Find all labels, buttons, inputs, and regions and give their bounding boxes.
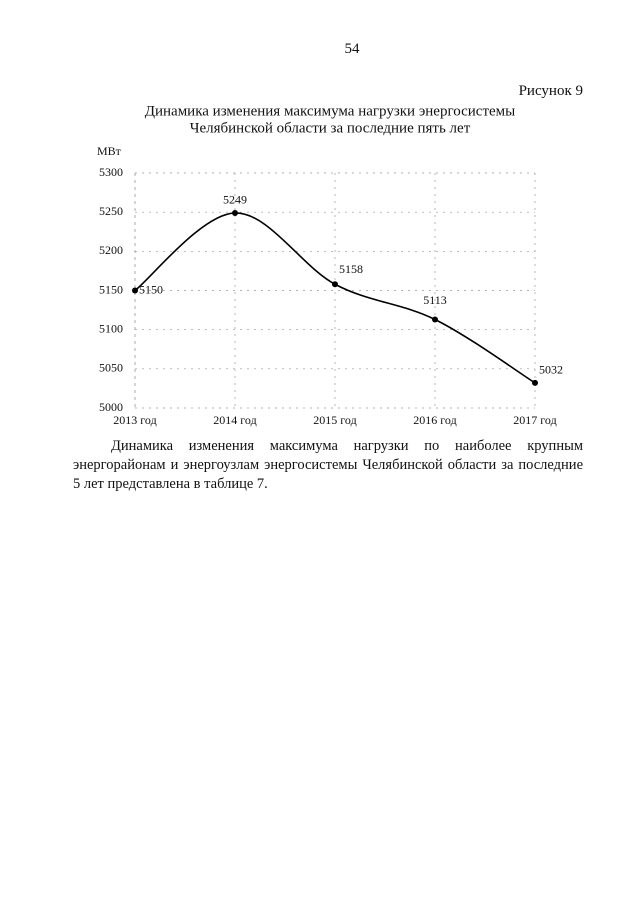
data-label: 5113 (423, 293, 447, 307)
point (132, 287, 138, 294)
point (332, 281, 338, 288)
x-tick-label: 2015 год (313, 413, 356, 427)
y-tick-label: 5150 (99, 282, 123, 296)
y-tick-label: 5300 (99, 165, 123, 179)
point (432, 316, 438, 323)
chart-title: Челябинской области за последние пять ле… (190, 120, 471, 136)
y-tick-label: 5000 (99, 400, 123, 414)
paragraph: Динамика изменения максимума нагрузки по… (73, 438, 583, 492)
y-axis-label: МВт (97, 144, 122, 158)
x-tick-label: 2017 год (513, 413, 556, 427)
x-tick-label: 2014 год (213, 413, 256, 427)
figure-label: Рисунок 9 (518, 83, 583, 99)
point (532, 379, 538, 386)
data-label: 5032 (539, 363, 563, 377)
y-tick-label: 5050 (99, 361, 123, 375)
y-tick-label: 5250 (99, 204, 123, 218)
chart-title: Динамика изменения максимума нагрузки эн… (145, 103, 515, 119)
point (232, 209, 238, 216)
line (134, 212, 536, 384)
data-label: 5249 (223, 193, 247, 207)
data-label: 5158 (339, 262, 363, 276)
data-label: 5150 (139, 282, 163, 296)
y-tick-label: 5100 (99, 321, 123, 335)
page-number: 54 (344, 41, 360, 57)
y-tick-label: 5200 (99, 243, 123, 257)
x-tick-label: 2013 год (113, 413, 156, 427)
x-tick-label: 2016 год (413, 413, 456, 427)
